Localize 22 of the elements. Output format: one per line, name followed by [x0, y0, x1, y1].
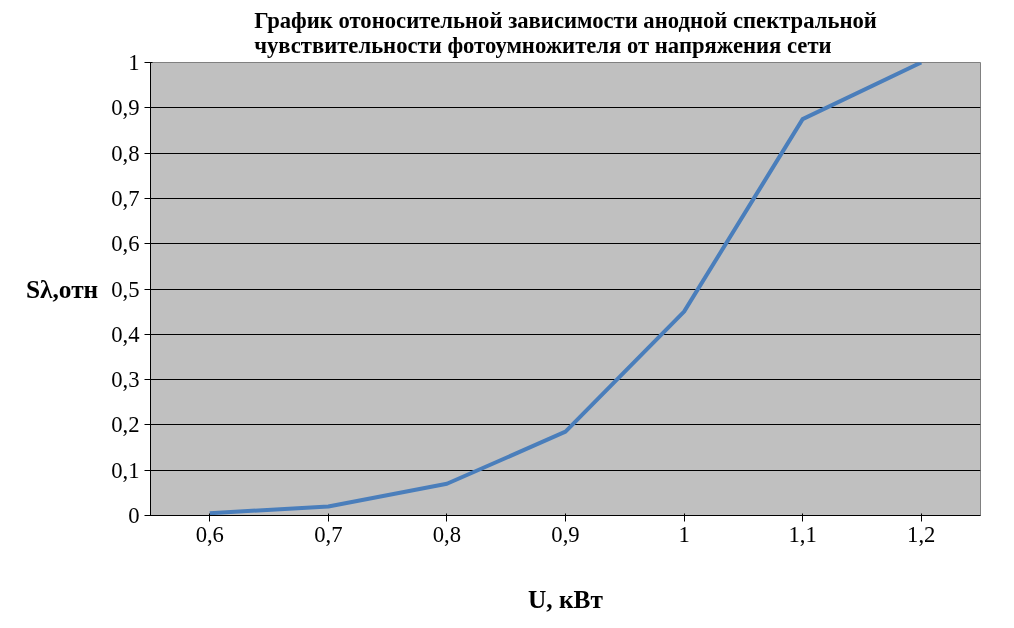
y-tick-label: 0,3	[111, 367, 140, 393]
x-axis-title: U, кВт	[528, 584, 604, 613]
y-tick-label: 0,4	[111, 321, 140, 347]
x-tick-label: 0,7	[314, 521, 343, 547]
chart-title: График отоносительной зависимости анодной спектральной чувствительности фотоумножителя от напряжения сети	[254, 7, 877, 58]
line-series	[207, 62, 924, 516]
y-tick-label: 0,2	[111, 412, 140, 438]
x-tick-label: 1	[678, 521, 690, 547]
y-tick-label: 1	[128, 50, 140, 75]
y-tick-label: 0	[128, 503, 140, 528]
y-tick-label: 0,1	[111, 457, 140, 483]
y-tick-label: 0,5	[111, 276, 140, 302]
y-axis-title: Sλ,отн	[25, 275, 99, 303]
x-tick-label: 0,8	[432, 521, 462, 547]
y-tick-label: 0,8	[111, 140, 140, 166]
y-tick-label: 0,9	[111, 95, 140, 121]
y-tick-label: 0,7	[111, 185, 140, 211]
x-tick-label: 1,1	[788, 521, 817, 547]
y-tick-label: 0,6	[111, 231, 140, 257]
x-tick-label: 0,9	[551, 521, 580, 547]
x-tick-label: 1,2	[907, 521, 936, 547]
x-tick-label: 0,6	[195, 521, 224, 547]
